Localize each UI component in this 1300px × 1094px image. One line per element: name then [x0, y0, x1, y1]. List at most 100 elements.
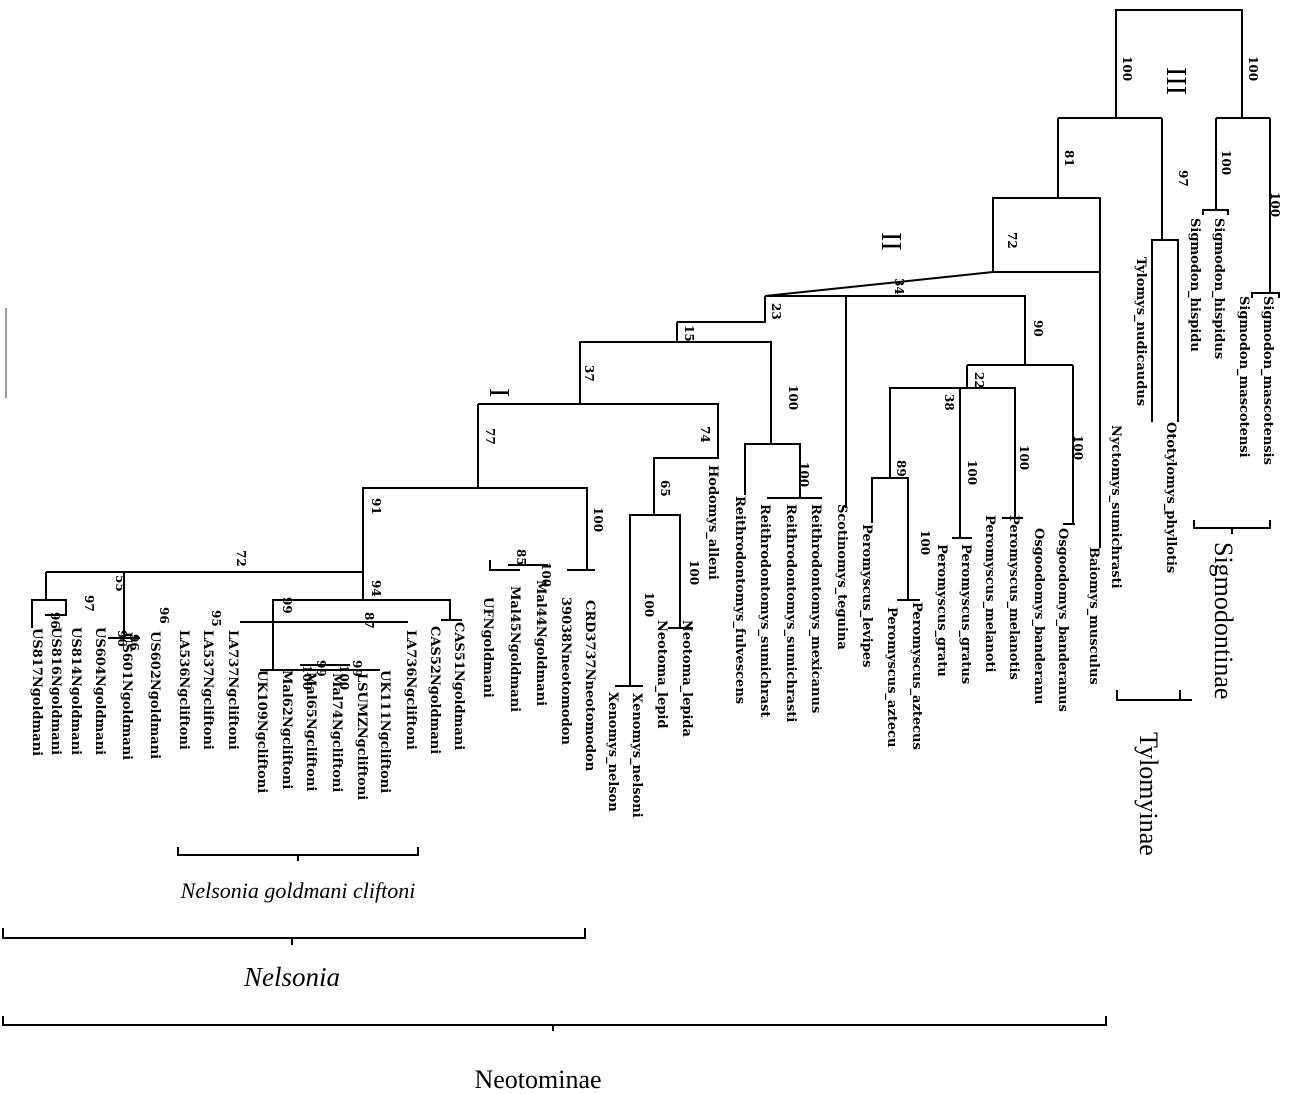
branch — [1151, 118, 1163, 422]
branch — [1270, 292, 1280, 298]
support-value: 37 — [582, 365, 596, 382]
support-value: 72 — [234, 550, 248, 567]
tip-label: LA536Ngcliftoni — [176, 630, 191, 750]
support-value: 91 — [369, 498, 383, 515]
tip-label: Sigmodon_hispidu — [1187, 218, 1202, 352]
support-value: 100 — [1219, 150, 1233, 175]
branch — [992, 118, 1101, 273]
tip-label: Scotinomys_teguina — [834, 504, 849, 650]
support-value: 96 — [48, 612, 62, 629]
group-label-ngc: Nelsonia goldmani cliftoni — [180, 878, 416, 903]
support-value: 100 — [786, 385, 800, 410]
tip-label: Reithrodontomys_mexicanus — [808, 504, 823, 713]
branch — [1216, 209, 1229, 215]
branch — [46, 571, 140, 639]
branch — [967, 387, 1023, 519]
support-value: 100 — [1268, 192, 1282, 217]
support-value: 100 — [337, 665, 351, 690]
support-value: 22 — [972, 372, 986, 389]
support-value: 55 — [113, 575, 127, 592]
support-value: 89 — [894, 460, 908, 477]
tip-label: US816Ngoldmani — [48, 627, 63, 755]
support-value: 99 — [280, 597, 294, 614]
bracket-tylomyinae — [1116, 690, 1192, 701]
support-value: 99 — [314, 660, 328, 677]
support-value: 100 — [1246, 56, 1260, 81]
support-value: 23 — [769, 303, 783, 320]
tip-label: Nyctomys_sumichrasti — [1108, 425, 1123, 589]
branch — [1251, 118, 1271, 298]
tip-label: Xenomys_nelsoni — [629, 693, 644, 818]
tip-label: UK109Ngcliftoni — [254, 670, 269, 793]
tip-label: Mal62Ngcliftoni — [279, 670, 294, 789]
tip-label: Peromyscus_melanoti — [982, 515, 997, 673]
tip-label: Osgoodomys_banderanu — [1031, 528, 1046, 704]
tip-label: Peromyscus_levipes — [859, 524, 874, 667]
group-label-neotominae: Neotominae — [474, 1065, 601, 1094]
branch — [764, 271, 994, 297]
tip-label: Baiomys_musculus — [1086, 547, 1101, 685]
tip-label: Reithrodontomys_sumichrast — [757, 504, 772, 717]
branch — [765, 295, 1026, 365]
clade-label-ii: II — [875, 232, 906, 251]
tip-label: UK111Ngcliftoni — [377, 670, 392, 793]
support-value: 100 — [539, 562, 553, 587]
tip-label: Peromyscus_gratu — [934, 544, 949, 677]
tip-label: LA737Ngcliftoni — [225, 630, 240, 750]
branch — [580, 403, 719, 687]
tip-label: Osgoodomys_banderanus — [1055, 528, 1070, 712]
support-values: 100 100 81 97 100 100 72 34 90 23 15 100 37 74 65 100 10… — [48, 56, 1282, 690]
tip-label: Mal65Ngcliftoni — [303, 672, 318, 791]
group-label-tylomyinae: Tylomyinae — [1134, 732, 1163, 856]
support-value: 34 — [892, 278, 906, 295]
support-value: 96 — [157, 607, 171, 624]
support-value: 85 — [514, 549, 528, 566]
branch — [654, 514, 693, 629]
branch — [45, 599, 67, 616]
branch — [677, 296, 766, 323]
clade-label-iii: III — [1160, 67, 1191, 95]
tip-label: Tylomys_nudicaudus — [1133, 257, 1148, 406]
support-value: 100 — [300, 665, 314, 690]
tip-label: US601Ngoldmani — [119, 632, 134, 760]
support-value: 74 — [698, 426, 712, 443]
group-label-sigmodontinae: Sigmodontinae — [1209, 542, 1238, 699]
tip-label: LA537Ngcliftoni — [200, 630, 215, 750]
support-value: 65 — [658, 480, 672, 497]
support-value: 38 — [942, 394, 956, 411]
tip-label: Hodomys_alleni — [705, 465, 720, 580]
branch — [940, 387, 972, 539]
tip-label: LA736Ngcliftoni — [403, 630, 418, 750]
tip-label: CAS51Ngoldmani — [451, 622, 466, 750]
tip-label: US604Ngoldmani — [92, 627, 107, 755]
tip-label: US602Ngoldmani — [147, 631, 162, 759]
branch — [31, 572, 47, 628]
tip-label: LSUMZNgcliftoni — [354, 673, 369, 800]
tip-label: Peromyscus_aztecu — [884, 607, 899, 747]
support-value: 100 — [591, 507, 605, 532]
tip-label: Sigmodon_hispidus — [1211, 218, 1226, 359]
tip-label: Reithrodontomys_fulvescens — [732, 496, 747, 704]
clade-label-i: I — [483, 388, 514, 397]
tip-label: US817Ngoldmani — [29, 628, 44, 756]
tip-label: Neotoma_lepid — [654, 620, 669, 729]
tip-label: Sigmodon_mascotensis — [1260, 296, 1275, 465]
branch — [363, 599, 462, 621]
support-value: 100 — [797, 462, 811, 487]
bracket-nelsonia — [2, 928, 586, 945]
tip-label: Peromyscus_gratus — [958, 544, 973, 684]
support-value: 99 — [350, 660, 364, 677]
support-value: 96 — [127, 634, 141, 651]
support-value: 100 — [1120, 56, 1134, 81]
support-value: 81 — [1062, 150, 1076, 167]
branch — [871, 365, 968, 523]
bracket-sigmodontinae — [1193, 520, 1271, 534]
tip-label: UFNgoldmani — [480, 597, 495, 698]
support-value: 77 — [483, 428, 497, 445]
support-value: 94 — [369, 580, 383, 597]
branch — [489, 560, 520, 571]
branch — [260, 622, 380, 671]
tree-branches — [31, 9, 1280, 687]
support-value: 97 — [1176, 170, 1190, 187]
